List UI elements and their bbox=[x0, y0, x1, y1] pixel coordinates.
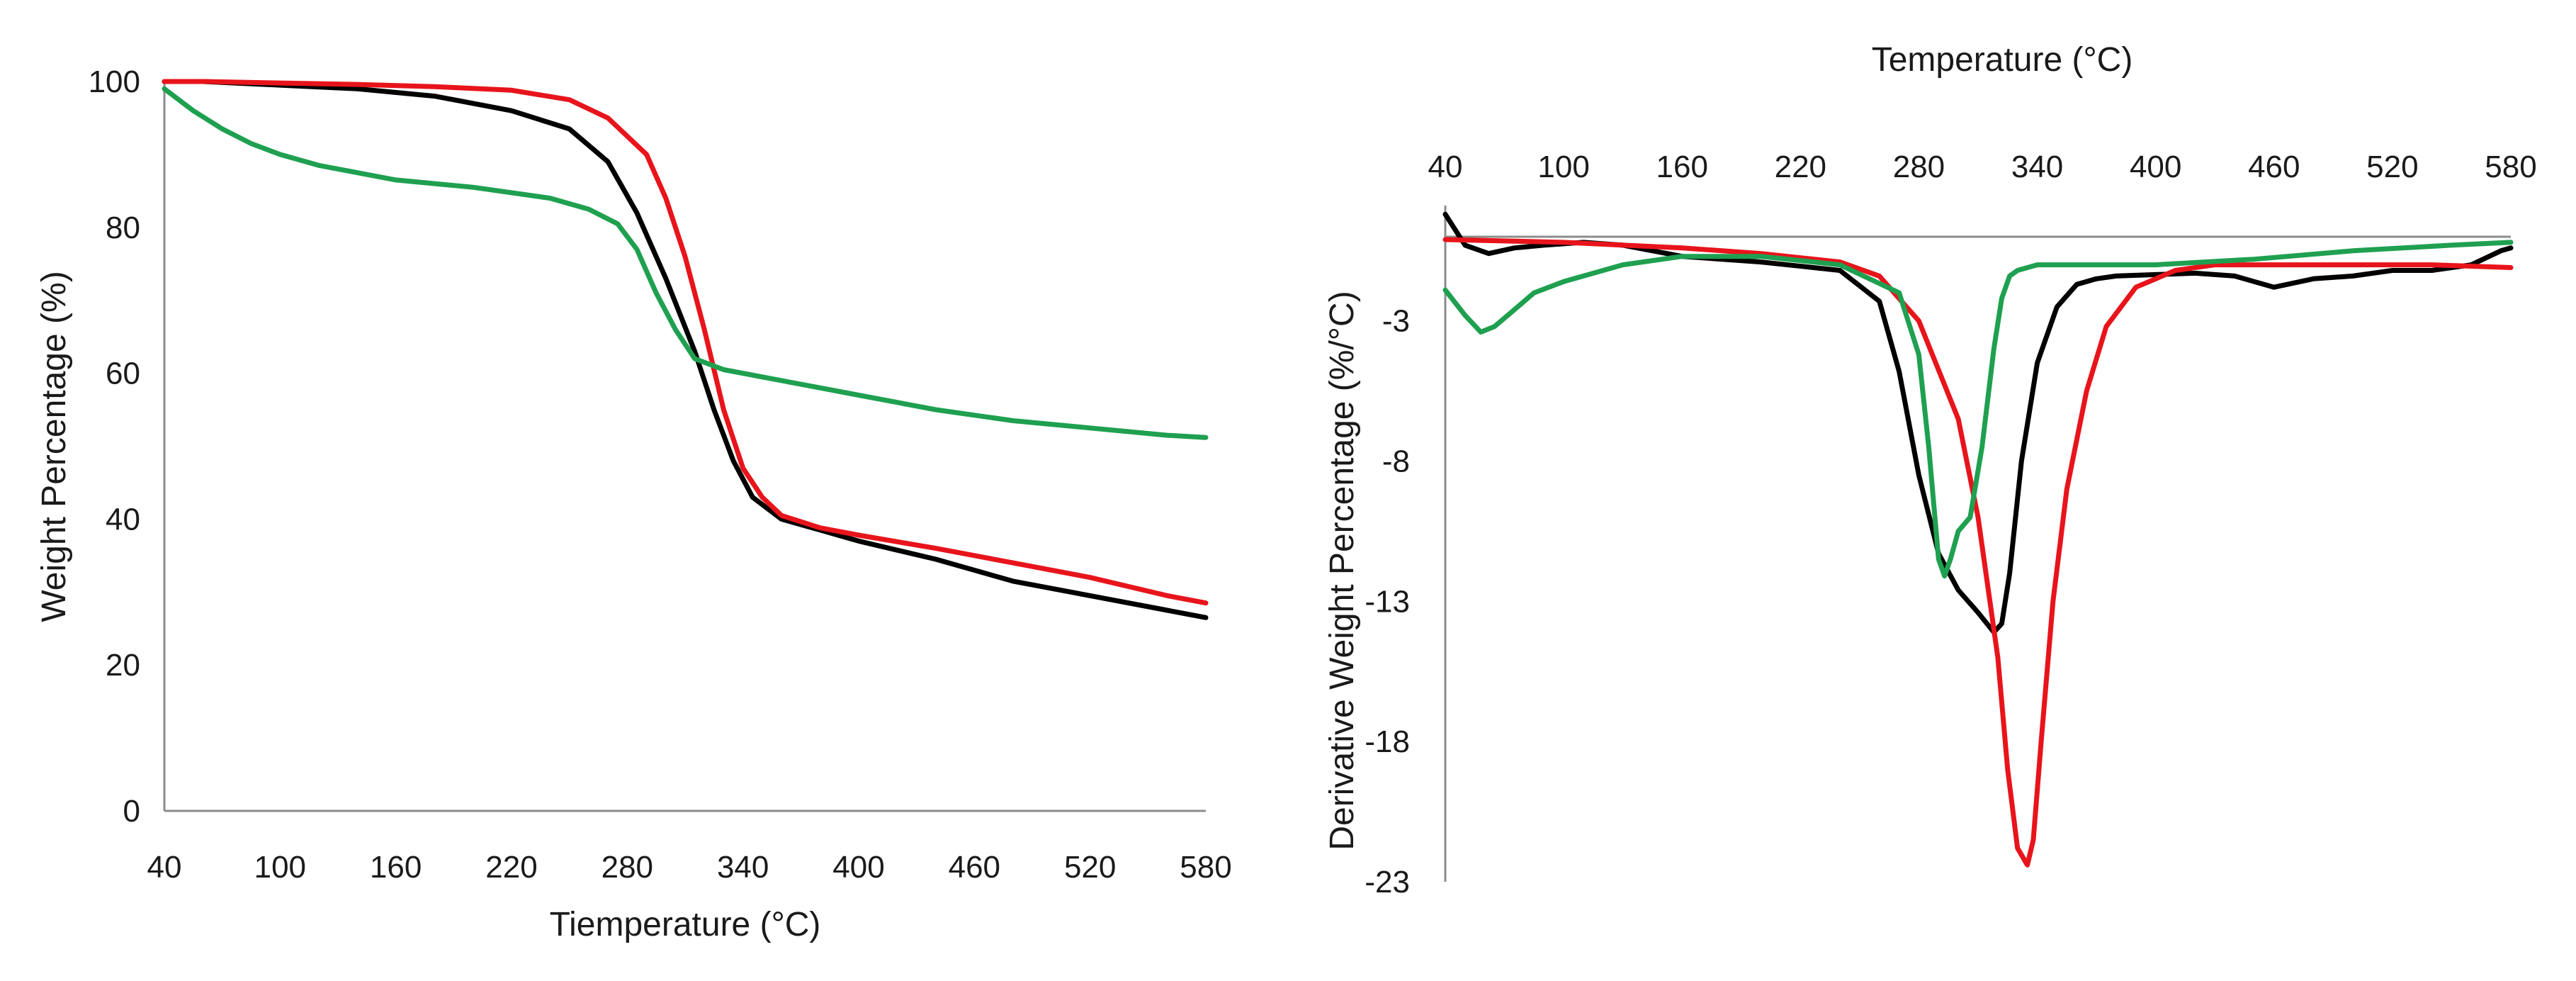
dtg-x-tick-label: 220 bbox=[1775, 150, 1826, 184]
tga-y-tick-label: 60 bbox=[106, 357, 140, 391]
tga-x-tick-label: 220 bbox=[485, 850, 537, 885]
tga-x-tick-label: 40 bbox=[147, 850, 182, 885]
tga-series-group bbox=[162, 79, 1209, 620]
tga-y-tick-label: 100 bbox=[89, 65, 140, 99]
tga-x-tick-label: 100 bbox=[254, 850, 306, 885]
dtg-x-tick-label: 340 bbox=[2011, 150, 2063, 184]
dtg-x-tick-label: 580 bbox=[2485, 150, 2536, 184]
tga-x-tick-label: 160 bbox=[370, 850, 422, 885]
tga-series-red bbox=[162, 79, 1209, 606]
dtg-x-tick-label: 100 bbox=[1537, 150, 1589, 184]
tga-x-axis-title: Tiemperature (°C) bbox=[550, 906, 821, 943]
tga-y-tick-label: 0 bbox=[123, 794, 140, 829]
dtg-y-tick-label: -13 bbox=[1365, 584, 1410, 619]
dtg-y-tick-label: -8 bbox=[1382, 444, 1410, 479]
tga-x-tick-labels: 40 100 160 220 280 340 400 460 520 580 bbox=[147, 850, 1232, 885]
tga-y-axis-title: Weight Percentage (%) bbox=[35, 271, 73, 622]
tga-x-tick-label: 520 bbox=[1064, 850, 1116, 885]
dtg-y-tick-label: -18 bbox=[1365, 724, 1410, 759]
dtg-y-axis-title: Derivative Weight Percentage (%/°C) bbox=[1323, 291, 1361, 850]
tga-series-green bbox=[162, 86, 1209, 440]
dtg-x-tick-label: 40 bbox=[1428, 150, 1463, 184]
tga-x-tick-label: 400 bbox=[832, 850, 884, 885]
dtg-series-green bbox=[1442, 240, 2514, 579]
tga-y-tick-label: 20 bbox=[106, 648, 140, 683]
dtg-y-tick-labels: -3 -8 -13 -18 -23 bbox=[1365, 304, 1410, 899]
tga-x-tick-label: 280 bbox=[601, 850, 653, 885]
tga-y-tick-label: 40 bbox=[106, 502, 140, 537]
dtg-x-tick-labels: 40 100 160 220 280 340 400 460 520 580 bbox=[1428, 150, 2537, 184]
dtg-x-tick-label: 520 bbox=[2366, 150, 2418, 184]
tga-y-tick-label: 80 bbox=[106, 211, 140, 245]
dtg-x-tick-label: 460 bbox=[2248, 150, 2300, 184]
dtg-x-tick-label: 280 bbox=[1893, 150, 1945, 184]
dtg-y-tick-label: -3 bbox=[1382, 304, 1410, 339]
dtg-x-tick-label: 160 bbox=[1656, 150, 1708, 184]
tga-chart: 0 20 40 60 80 100 40 100 160 220 280 340 400 460 520 5… bbox=[35, 65, 1232, 943]
tga-series-black bbox=[162, 79, 1209, 620]
tga-x-tick-label: 340 bbox=[717, 850, 769, 885]
dtg-series-group bbox=[1442, 211, 2514, 868]
dtg-series-black bbox=[1442, 211, 2514, 635]
dtg-y-tick-label: -23 bbox=[1365, 865, 1410, 899]
dtg-chart: -3 -8 -13 -18 -23 40 100 160 220 280 340 400 460 520… bbox=[1323, 41, 2537, 899]
tga-x-tick-label: 580 bbox=[1180, 850, 1231, 885]
tga-x-tick-label: 460 bbox=[949, 850, 1000, 885]
dtg-x-axis-title: Temperature (°C) bbox=[1872, 41, 2133, 79]
tga-y-tick-labels: 0 20 40 60 80 100 bbox=[89, 65, 140, 829]
dtg-x-tick-label: 400 bbox=[2130, 150, 2181, 184]
dtg-series-red bbox=[1442, 237, 2514, 868]
